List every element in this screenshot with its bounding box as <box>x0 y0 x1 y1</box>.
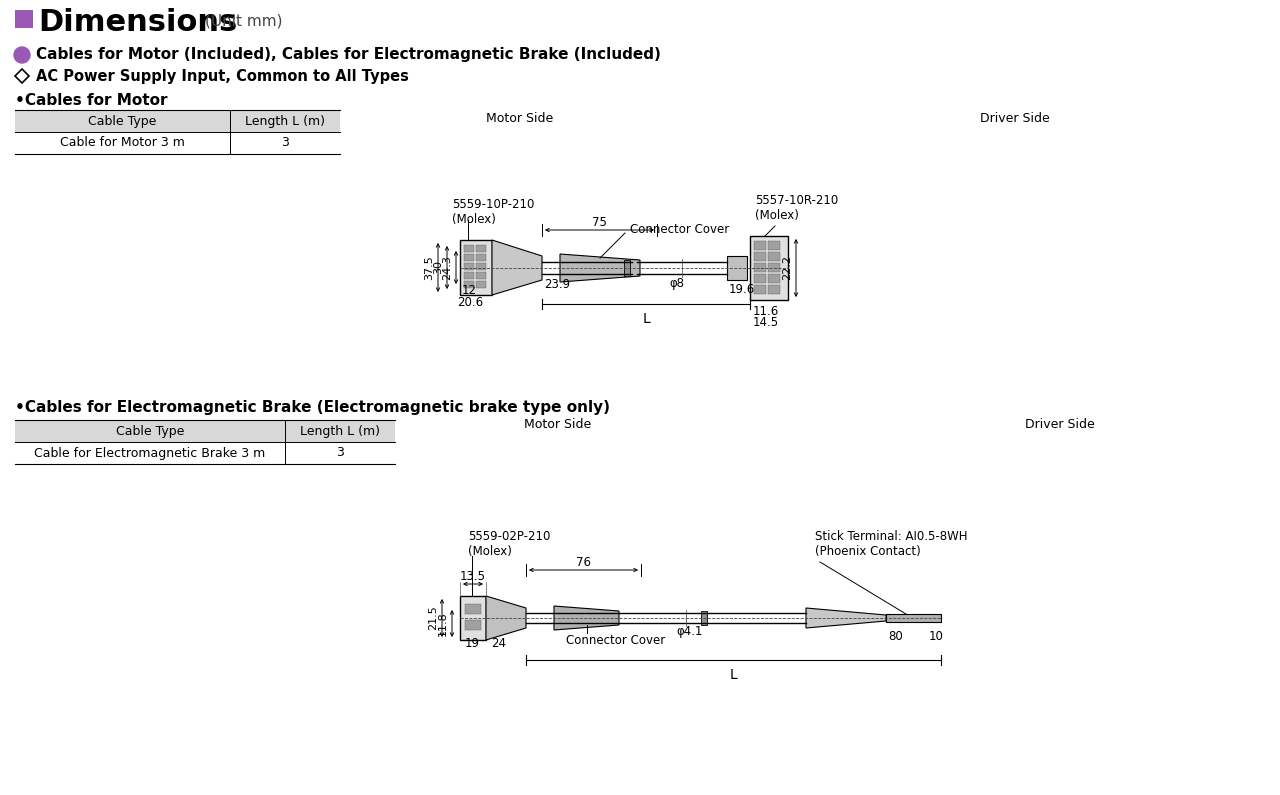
Text: 5557-10R-210
(Molex): 5557-10R-210 (Molex) <box>755 194 838 222</box>
Bar <box>476 272 486 279</box>
Text: 30: 30 <box>433 261 443 274</box>
Bar <box>465 272 474 279</box>
Bar <box>465 254 474 261</box>
Text: 20.6: 20.6 <box>457 296 483 309</box>
Bar <box>476 263 486 270</box>
Text: 12: 12 <box>462 284 477 297</box>
Bar <box>768 285 780 294</box>
Bar <box>465 620 481 630</box>
Bar <box>15 420 396 442</box>
Bar <box>476 245 486 252</box>
Polygon shape <box>486 596 526 640</box>
Text: Motor Side: Motor Side <box>525 418 591 431</box>
Bar <box>754 252 765 261</box>
Text: 75: 75 <box>593 215 607 228</box>
Bar <box>465 263 474 270</box>
Bar <box>476 281 486 288</box>
Text: Connector Cover: Connector Cover <box>567 634 666 647</box>
Text: Stick Terminal: AI0.5-8WH
(Phoenix Contact): Stick Terminal: AI0.5-8WH (Phoenix Conta… <box>815 530 968 558</box>
Text: Connector Cover: Connector Cover <box>630 223 730 236</box>
Text: •Cables for Electromagnetic Brake (Electromagnetic brake type only): •Cables for Electromagnetic Brake (Elect… <box>15 400 611 415</box>
Bar <box>476 254 486 261</box>
Text: Length L (m): Length L (m) <box>244 114 325 127</box>
Polygon shape <box>806 608 886 628</box>
Bar <box>15 10 33 28</box>
Text: 3: 3 <box>282 137 289 149</box>
Text: Dimensions: Dimensions <box>38 8 237 37</box>
Text: Cable for Motor 3 m: Cable for Motor 3 m <box>60 137 184 149</box>
Polygon shape <box>492 240 541 295</box>
Text: 22.2: 22.2 <box>782 255 792 281</box>
Polygon shape <box>561 254 640 282</box>
Text: 19.6: 19.6 <box>730 283 755 296</box>
Circle shape <box>14 47 29 63</box>
Text: L: L <box>643 312 650 326</box>
Text: 5559-10P-210
(Molex): 5559-10P-210 (Molex) <box>452 198 534 226</box>
Text: 14.5: 14.5 <box>753 316 780 329</box>
Bar <box>886 614 941 622</box>
Text: 21.5: 21.5 <box>428 606 438 630</box>
Bar <box>460 596 486 640</box>
Text: 19: 19 <box>465 637 480 650</box>
Text: L: L <box>730 668 737 682</box>
Text: Cable Type: Cable Type <box>115 425 184 437</box>
Bar <box>754 263 765 272</box>
Text: 24: 24 <box>492 637 506 650</box>
Text: Length L (m): Length L (m) <box>300 425 380 437</box>
Bar <box>465 281 474 288</box>
Text: (Unit mm): (Unit mm) <box>205 13 283 28</box>
Text: 76: 76 <box>576 556 591 568</box>
Text: Cable Type: Cable Type <box>88 114 156 127</box>
Bar <box>465 245 474 252</box>
Text: 11.6: 11.6 <box>753 305 780 318</box>
Text: Driver Side: Driver Side <box>980 112 1050 125</box>
Bar <box>768 252 780 261</box>
Bar <box>754 241 765 250</box>
Text: 11.8: 11.8 <box>438 611 448 636</box>
Text: Motor Side: Motor Side <box>486 112 554 125</box>
Bar <box>768 263 780 272</box>
Text: 80: 80 <box>888 630 902 643</box>
Text: 23.9: 23.9 <box>544 278 570 291</box>
Text: AC Power Supply Input, Common to All Types: AC Power Supply Input, Common to All Typ… <box>36 69 408 84</box>
Text: 24.3: 24.3 <box>442 255 452 280</box>
Bar <box>465 604 481 614</box>
Bar <box>768 241 780 250</box>
Bar <box>750 236 788 300</box>
Text: •Cables for Motor: •Cables for Motor <box>15 93 168 108</box>
Text: Driver Side: Driver Side <box>1025 418 1094 431</box>
Text: φ8: φ8 <box>669 277 685 290</box>
Bar <box>15 110 340 132</box>
Bar <box>460 240 492 295</box>
Bar <box>727 256 748 280</box>
Bar <box>754 285 765 294</box>
Bar <box>701 611 707 625</box>
Bar <box>754 274 765 283</box>
Text: 10: 10 <box>929 630 943 643</box>
Text: 3: 3 <box>337 447 344 460</box>
Bar <box>768 274 780 283</box>
Text: φ4.1: φ4.1 <box>676 625 703 638</box>
Bar <box>625 260 630 276</box>
Text: 13.5: 13.5 <box>460 569 486 583</box>
Text: 37.5: 37.5 <box>424 255 434 280</box>
Text: 5559-02P-210
(Molex): 5559-02P-210 (Molex) <box>468 530 550 558</box>
Text: Cables for Motor (Included), Cables for Electromagnetic Brake (Included): Cables for Motor (Included), Cables for … <box>36 47 660 62</box>
Polygon shape <box>554 606 620 630</box>
Text: Cable for Electromagnetic Brake 3 m: Cable for Electromagnetic Brake 3 m <box>35 447 266 460</box>
